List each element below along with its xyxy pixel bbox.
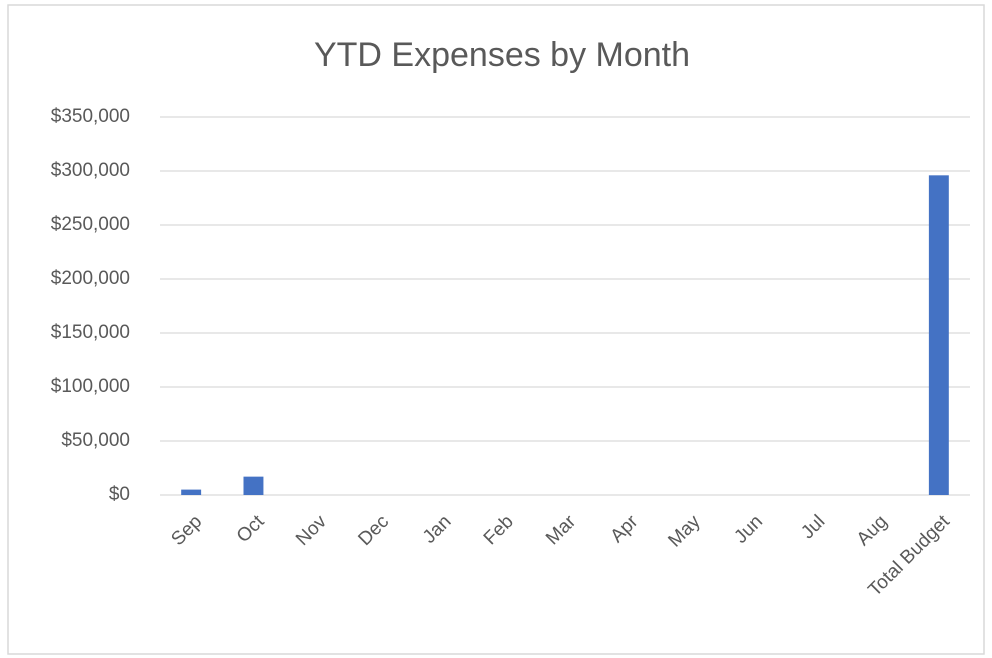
y-tick-label: $0 (109, 484, 130, 505)
bar (243, 476, 264, 495)
bar (181, 489, 202, 495)
y-tick-label: $300,000 (51, 160, 130, 181)
y-tick-label: $150,000 (51, 322, 130, 343)
y-tick-label: $100,000 (51, 376, 130, 397)
bar (928, 175, 949, 495)
chart-title: YTD Expenses by Month (314, 36, 690, 74)
y-tick-label: $50,000 (61, 430, 130, 451)
chart-frame (7, 4, 985, 655)
y-tick-label: $250,000 (51, 214, 130, 235)
y-tick-label: $200,000 (51, 268, 130, 289)
y-tick-label: $350,000 (51, 106, 130, 127)
